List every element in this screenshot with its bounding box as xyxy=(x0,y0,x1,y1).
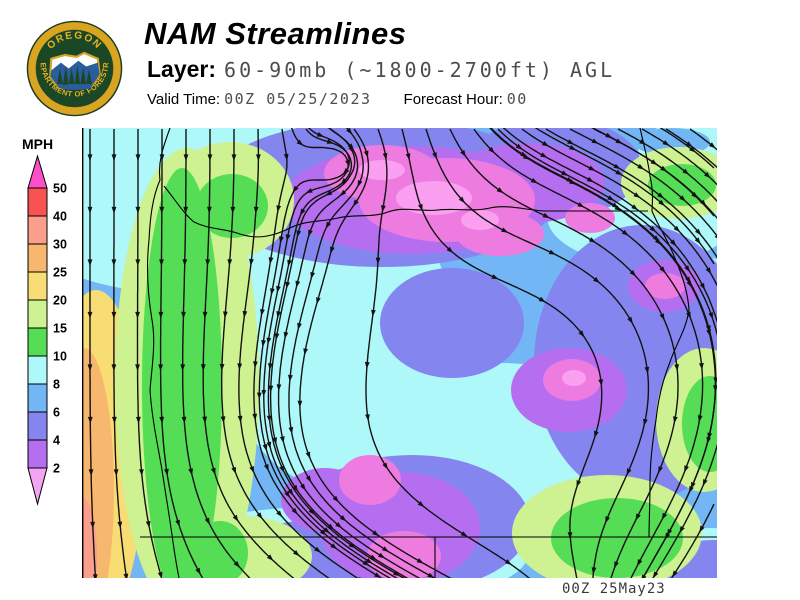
page-title: NAM Streamlines xyxy=(144,16,407,51)
svg-text:30: 30 xyxy=(53,238,67,252)
logo-water xyxy=(58,84,92,90)
svg-text:50: 50 xyxy=(53,182,67,196)
layer-label: Layer: xyxy=(147,56,217,82)
layer-line: Layer: 60-90mb (~1800-2700ft) AGL xyxy=(147,56,615,83)
forecast-hour-value: 00 xyxy=(506,90,528,108)
svg-text:10: 10 xyxy=(53,350,67,364)
state-borders-and-coastline xyxy=(82,128,717,578)
svg-text:2: 2 xyxy=(53,462,60,476)
valid-time-value: 00Z 05/25/2023 xyxy=(224,90,372,108)
snake-river-border xyxy=(639,128,690,538)
svg-text:20: 20 xyxy=(53,294,67,308)
layer-value: 60-90mb (~1800-2700ft) AGL xyxy=(224,58,616,82)
valid-time-label: Valid Time: xyxy=(147,91,221,108)
svg-text:15: 15 xyxy=(53,322,67,336)
map-timestamp: 00Z 25May23 xyxy=(562,581,666,597)
wind-speed-legend-colorbar: 50 40 30 25 20 15 10 8 6 4 2 xyxy=(27,154,67,506)
wind-speed-shading xyxy=(82,128,717,578)
odf-logo: OREGON DEPARTMENT OF FORESTRY xyxy=(26,20,123,117)
logo-oregon-emblem xyxy=(49,51,101,90)
streamline-map xyxy=(82,128,717,578)
valid-time-line: Valid Time: 00Z 05/25/2023 Forecast Hour: 0… xyxy=(147,90,528,108)
legend-title: MPH xyxy=(22,136,54,152)
svg-text:25: 25 xyxy=(53,266,67,280)
svg-text:4: 4 xyxy=(53,434,60,448)
svg-text:40: 40 xyxy=(53,210,67,224)
coastline xyxy=(147,128,180,578)
streamlines-layer xyxy=(87,128,717,578)
logo-trees xyxy=(57,65,92,85)
svg-text:6: 6 xyxy=(53,406,60,420)
svg-text:8: 8 xyxy=(53,378,60,392)
forecast-hour-label: Forecast Hour: xyxy=(403,91,503,108)
